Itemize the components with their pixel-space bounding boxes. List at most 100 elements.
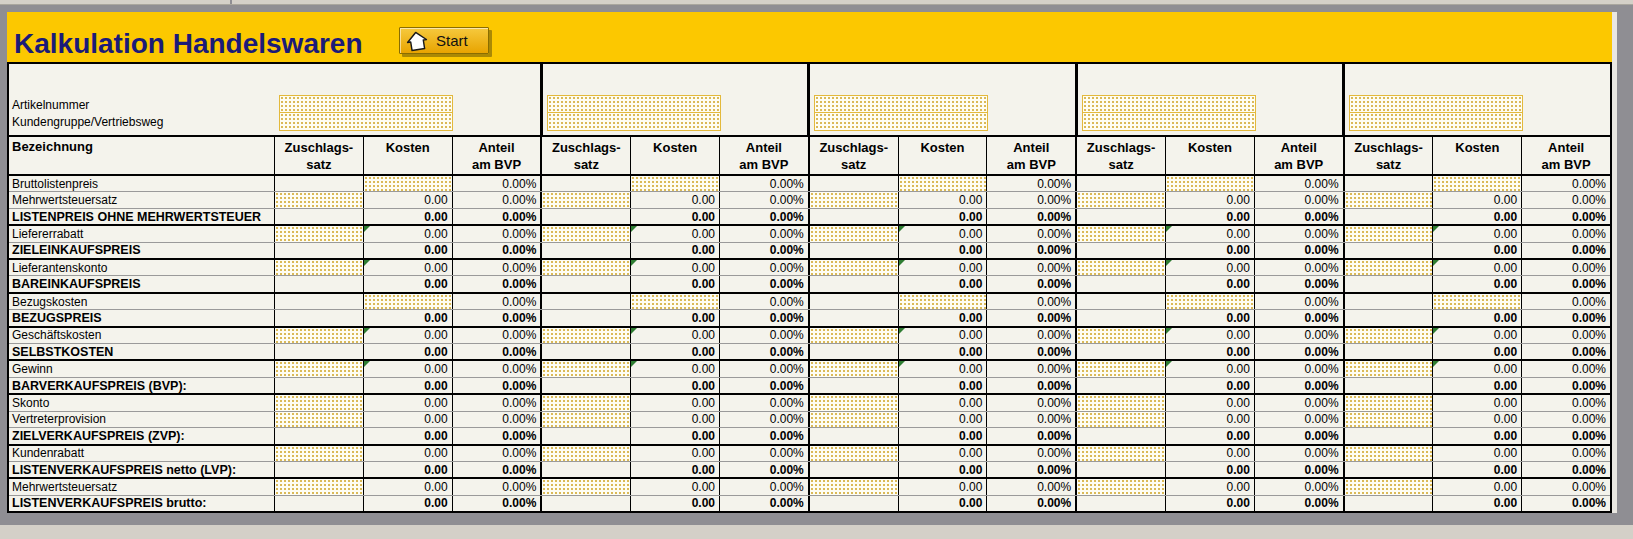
kosten-value-cell: 0.00 [898, 361, 987, 376]
kosten-input-cell[interactable] [363, 176, 452, 191]
value-group: 0.000.00% [808, 192, 1075, 207]
zuschlagssatz-input-cell[interactable] [1345, 328, 1433, 343]
zuschlagssatz-input-cell[interactable] [275, 328, 363, 343]
zuschlagssatz-input-cell[interactable] [1077, 395, 1165, 410]
kosten-value-cell: 0.00 [630, 260, 719, 275]
zuschlagssatz-input-cell[interactable] [1077, 260, 1165, 275]
zuschlagssatz-cell [810, 294, 898, 309]
kosten-value-cell: 0.00 [630, 226, 719, 241]
zuschlagssatz-input-cell[interactable] [542, 479, 630, 494]
zuschlagssatz-input-cell[interactable] [810, 260, 898, 275]
kosten-input-cell[interactable] [1432, 176, 1521, 191]
zuschlagssatz-input-cell[interactable] [810, 446, 898, 461]
value-group: 0.000.00% [808, 395, 1075, 410]
zuschlagssatz-cell [1345, 294, 1433, 309]
info-section: Artikelnummer Kundengruppe/Vertriebsweg [9, 64, 1610, 135]
zuschlagssatz-input-cell[interactable] [1077, 226, 1165, 241]
kosten-input-cell[interactable] [363, 294, 452, 309]
zuschlagssatz-input-cell[interactable] [542, 361, 630, 376]
kundengruppe-input[interactable] [548, 113, 720, 130]
zuschlagssatz-input-cell[interactable] [1345, 226, 1433, 241]
zuschlagssatz-input-cell[interactable] [810, 412, 898, 427]
kosten-value-cell: 0.00 [1165, 344, 1254, 359]
kosten-input-cell[interactable] [630, 294, 719, 309]
row-label: Kundenrabatt [9, 446, 275, 461]
zuschlagssatz-input-cell[interactable] [275, 446, 363, 461]
artikelnummer-input[interactable] [1083, 96, 1255, 113]
zuschlagssatz-input-cell[interactable] [810, 192, 898, 207]
anteil-value-cell: 0.00% [1521, 378, 1610, 393]
kosten-value-cell: 0.00 [630, 428, 719, 443]
zuschlagssatz-input-cell[interactable] [275, 260, 363, 275]
zuschlagssatz-input-cell[interactable] [1345, 361, 1433, 376]
zuschlagssatz-input-cell[interactable] [810, 328, 898, 343]
anteil-value-cell: 0.00% [1521, 294, 1610, 309]
zuschlagssatz-input-cell[interactable] [1077, 479, 1165, 494]
kosten-input-cell[interactable] [630, 176, 719, 191]
zuschlagssatz-input-cell[interactable] [810, 226, 898, 241]
zuschlagssatz-input-cell[interactable] [1345, 412, 1433, 427]
zuschlagssatz-input-cell[interactable] [542, 395, 630, 410]
zuschlagssatz-input-cell[interactable] [1345, 395, 1433, 410]
kosten-input-cell[interactable] [898, 294, 987, 309]
kosten-input-cell[interactable] [1165, 176, 1254, 191]
zuschlagssatz-input-cell[interactable] [275, 412, 363, 427]
zuschlagssatz-input-cell[interactable] [1077, 446, 1165, 461]
zuschlagssatz-input-cell[interactable] [275, 479, 363, 494]
kosten-value-cell: 0.00 [1432, 361, 1521, 376]
zuschlagssatz-input-cell[interactable] [1077, 192, 1165, 207]
artikelnummer-input[interactable] [280, 96, 452, 113]
row-label: BAREINKAUFSPREIS [9, 276, 275, 291]
zuschlagssatz-input-cell[interactable] [542, 260, 630, 275]
kosten-value-cell: 0.00 [1432, 496, 1521, 511]
artikelnummer-input[interactable] [1350, 96, 1522, 113]
zuschlagssatz-input-cell[interactable] [275, 395, 363, 410]
kosten-value-cell: 0.00 [898, 462, 987, 477]
zuschlagssatz-input-cell[interactable] [542, 328, 630, 343]
kosten-value-cell: 0.00 [898, 428, 987, 443]
kosten-input-cell[interactable] [1165, 294, 1254, 309]
zuschlagssatz-input-cell[interactable] [810, 479, 898, 494]
zuschlagssatz-input-cell[interactable] [542, 192, 630, 207]
kundengruppe-input[interactable] [815, 113, 987, 130]
zuschlagssatz-input-cell[interactable] [1345, 479, 1433, 494]
kundengruppe-input[interactable] [1350, 113, 1522, 130]
zuschlagssatz-input-cell[interactable] [1077, 328, 1165, 343]
artikelnummer-input[interactable] [815, 96, 987, 113]
artikelnummer-input[interactable] [548, 96, 720, 113]
zuschlagssatz-input-cell[interactable] [275, 192, 363, 207]
column-header-zuschlag: Zuschlags-satz [542, 137, 630, 174]
start-button[interactable]: Start [399, 27, 489, 54]
zuschlagssatz-input-cell[interactable] [810, 395, 898, 410]
zuschlagssatz-input-cell[interactable] [275, 361, 363, 376]
zuschlagssatz-input-cell[interactable] [542, 446, 630, 461]
kosten-value-cell: 0.00 [363, 260, 452, 275]
zuschlagssatz-input-cell[interactable] [1345, 260, 1433, 275]
kosten-value-cell: 0.00 [1432, 209, 1521, 224]
pane-divider [230, 0, 232, 4]
kosten-input-cell[interactable] [898, 176, 987, 191]
zuschlagssatz-input-cell[interactable] [542, 412, 630, 427]
value-group: 0.000.00% [540, 226, 807, 241]
table-row: Kundenrabatt0.000.00%0.000.00%0.000.00%0… [9, 446, 1610, 462]
kosten-value-cell: 0.00 [898, 479, 987, 494]
zuschlagssatz-input-cell[interactable] [275, 226, 363, 241]
zuschlagssatz-input-cell[interactable] [1077, 412, 1165, 427]
kundengruppe-input[interactable] [1083, 113, 1255, 130]
value-group: 0.000.00% [808, 479, 1075, 494]
value-group: 0.000.00% [1075, 428, 1342, 443]
row-label: BARVERKAUFSPREIS (BVP): [9, 378, 275, 393]
zuschlagssatz-cell [1077, 462, 1165, 477]
zuschlagssatz-input-cell[interactable] [1345, 446, 1433, 461]
zuschlagssatz-input-cell[interactable] [810, 361, 898, 376]
header-group: Zuschlags-satzKostenAnteilam BVP [275, 137, 540, 174]
kosten-value-cell: 0.00 [1432, 226, 1521, 241]
zuschlagssatz-input-cell[interactable] [542, 226, 630, 241]
anteil-value-cell: 0.00% [719, 378, 808, 393]
kundengruppe-input[interactable] [280, 113, 452, 130]
value-group: 0.000.00% [1075, 310, 1342, 325]
zuschlagssatz-input-cell[interactable] [1077, 361, 1165, 376]
anteil-value-cell: 0.00% [452, 226, 541, 241]
kosten-input-cell[interactable] [1432, 294, 1521, 309]
zuschlagssatz-input-cell[interactable] [1345, 192, 1433, 207]
